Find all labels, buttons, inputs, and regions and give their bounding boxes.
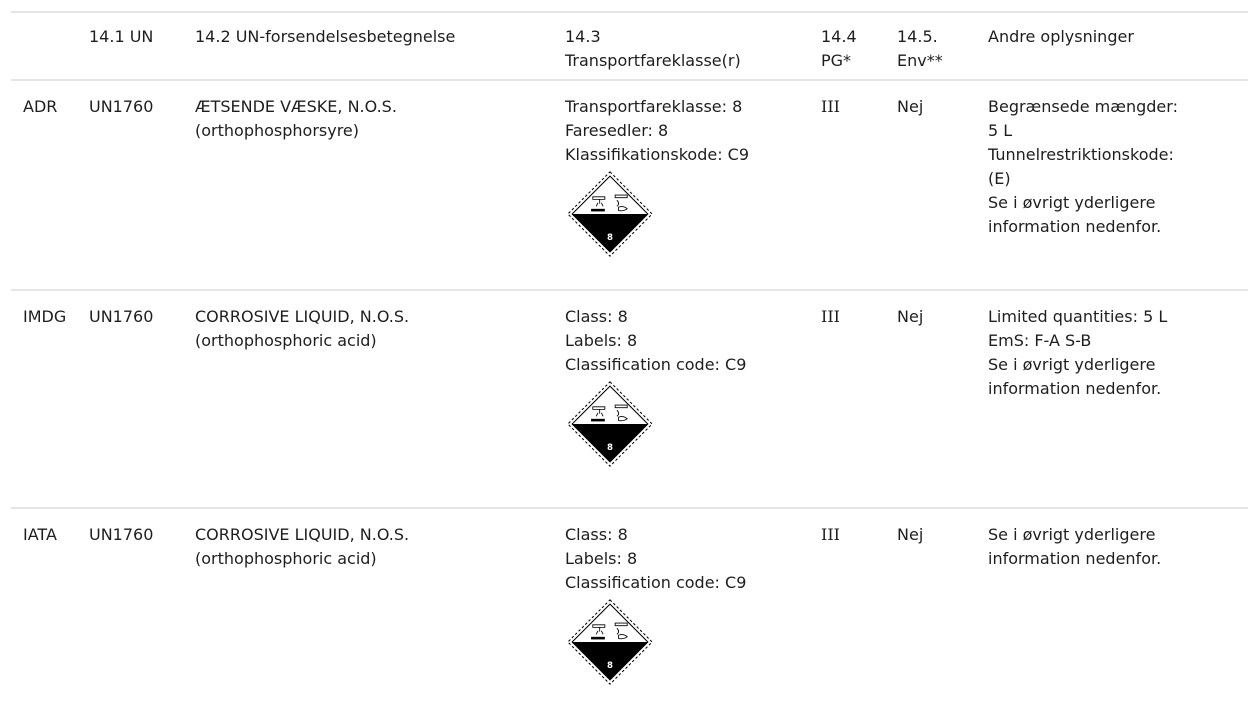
hazard-class-line: Classification code: C9 [565,573,747,592]
header-environment-line1: 14.5. [897,27,938,46]
hazard-class-line: Classification code: C9 [565,355,747,374]
header-environment-line2: Env** [897,51,943,70]
cell-hazard-class: Class: 8 Labels: 8 Classification code: … [553,290,809,509]
header-un-number: 14.1 UN [77,13,183,81]
cell-environment: Nej [897,525,924,544]
cell-shipping-name: ÆTSENDE VÆSKE, N.O.S. (orthophosphorsyre… [183,80,553,291]
cell-hazard-class: Class: 8 Labels: 8 Classification code: … [553,508,809,708]
header-hazard-class: 14.3 Transportfareklasse(r) [553,13,809,81]
other-info-line: 5 L [988,121,1013,140]
header-hazard-class-line1: 14.3 [565,27,601,46]
hazard-label-number: 8 [607,661,613,671]
shipping-name-line2: (orthophosphoric acid) [195,331,377,350]
header-other-info: Andre oplysninger [976,13,1248,81]
cell-un-number: UN1760 [77,290,183,509]
hazard-class-line: Labels: 8 [565,549,638,568]
table-row: ADR UN1760 ÆTSENDE VÆSKE, N.O.S. (orthop… [11,80,1248,291]
hazard-class-line: Transportfareklasse: 8 [565,97,743,116]
shipping-name-line1: CORROSIVE LIQUID, N.O.S. [195,525,410,544]
transport-information-table: 14.1 UN 14.2 UN-forsendelsesbetegnelse 1… [11,13,1248,708]
table-header-row: 14.1 UN 14.2 UN-forsendelsesbetegnelse 1… [11,13,1248,81]
table-top-rule [11,11,1248,13]
corrosive-class-8-diamond-icon: 8 [567,599,653,685]
cell-packing-group: III [809,290,885,509]
cell-shipping-name: CORROSIVE LIQUID, N.O.S. (orthophosphori… [183,508,553,708]
hazard-class-line: Klassifikationskode: C9 [565,145,750,164]
corrosive-class-8-diamond-icon: 8 [567,171,653,257]
cell-mode: IMDG [11,290,77,509]
hazard-class-line: Class: 8 [565,525,628,544]
shipping-name-line2: (orthophosphorsyre) [195,121,360,140]
corrosive-class-8-diamond-icon: 8 [567,381,653,467]
cell-other-info: Limited quantities: 5 L EmS: F-A S-B Se … [976,290,1248,509]
hazard-label-number: 8 [607,233,613,243]
header-packing-group-line1: 14.4 [821,27,857,46]
other-info-line: information nedenfor. [988,549,1162,568]
other-info-line: Tunnelrestriktionskode: [988,145,1174,164]
hazard-class-line: Faresedler: 8 [565,121,669,140]
other-info-line: Se i øvrigt yderligere [988,355,1156,374]
other-info-line: EmS: F-A S-B [988,331,1092,350]
header-environment: 14.5. Env** [885,13,976,81]
cell-hazard-class: Transportfareklasse: 8 Faresedler: 8 Kla… [553,80,809,291]
other-info-line: information nedenfor. [988,379,1162,398]
cell-environment: Nej [885,80,976,291]
header-packing-group-line2: PG* [821,51,852,70]
cell-un-number: UN1760 [77,80,183,291]
other-info-line: Se i øvrigt yderligere [988,525,1156,544]
other-info-line: Limited quantities: 5 L [988,307,1168,326]
cell-other-info: Se i øvrigt yderligere information neden… [976,508,1248,708]
cell-environment: Nej [885,290,976,509]
other-info-line: Se i øvrigt yderligere [988,193,1156,212]
cell-mode: ADR [11,80,77,291]
hazard-class-line: Class: 8 [565,307,628,326]
header-mode [11,13,77,81]
cell-other-info: Begrænsede mængder: 5 L Tunnelrestriktio… [976,80,1248,291]
shipping-name-line1: ÆTSENDE VÆSKE, N.O.S. [195,97,397,116]
other-info-line: (E) [988,169,1011,188]
hazard-class-line: Labels: 8 [565,331,638,350]
cell-shipping-name: CORROSIVE LIQUID, N.O.S. (orthophosphori… [183,290,553,509]
shipping-name-line2: (orthophosphoric acid) [195,549,377,568]
other-info-line: Begrænsede mængder: [988,97,1178,116]
table-row: IATA UN1760 CORROSIVE LIQUID, N.O.S. (or… [11,508,1248,708]
cell-mode: IATA [23,525,57,544]
header-packing-group: 14.4 PG* [809,13,885,81]
header-hazard-class-line2: Transportfareklasse(r) [565,51,741,70]
table-row: IMDG UN1760 CORROSIVE LIQUID, N.O.S. (or… [11,290,1248,509]
cell-un-number: UN1760 [89,525,154,544]
other-info-line: information nedenfor. [988,217,1162,236]
header-shipping-name: 14.2 UN-forsendelsesbetegnelse [183,13,553,81]
shipping-name-line1: CORROSIVE LIQUID, N.O.S. [195,307,410,326]
cell-packing-group: III [809,80,885,291]
hazard-label-number: 8 [607,443,613,453]
cell-packing-group: III [821,525,840,544]
